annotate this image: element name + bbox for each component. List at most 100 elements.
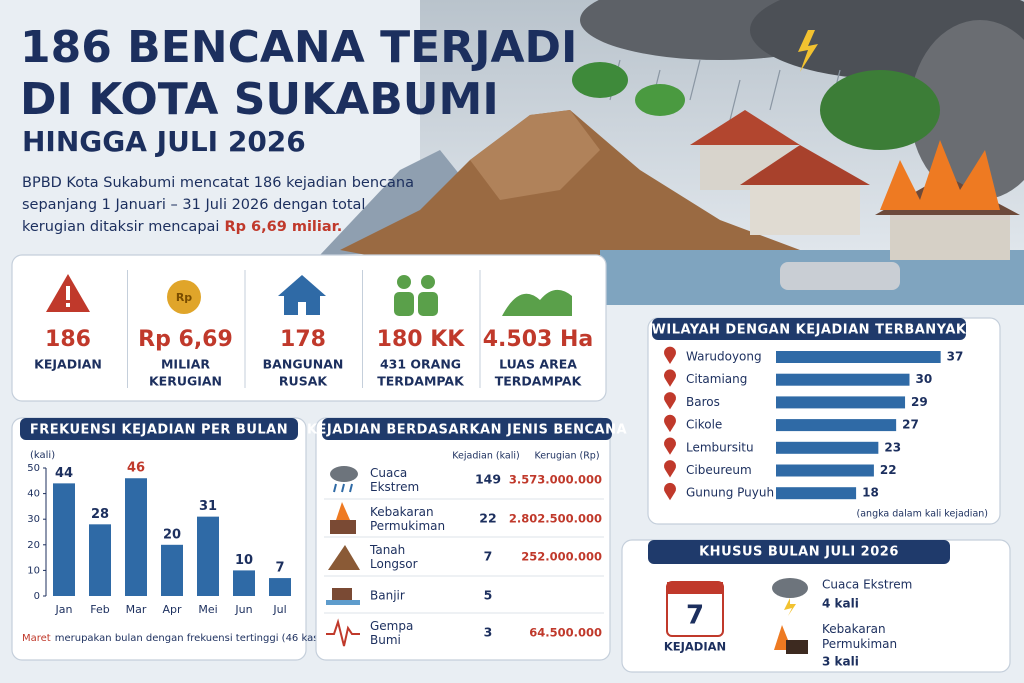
pin — [664, 460, 677, 478]
y-tick-label: 50 — [27, 463, 40, 474]
value-label: 46 — [127, 461, 145, 476]
subtitle: HINGGA JULI 2026 — [22, 125, 306, 158]
category-label: Baros — [686, 395, 720, 409]
bar — [776, 351, 941, 363]
pin — [664, 414, 677, 433]
intro-line: sepanjang 1 Januari – 31 Juli 2026 denga… — [22, 197, 365, 213]
july-item-count: 3 kali — [822, 655, 859, 669]
stat-label: MILIAR — [161, 357, 210, 372]
intro-text: kerugian ditaksir mencapai — [22, 219, 219, 235]
header-pill — [20, 418, 298, 440]
stat-label: LUAS AREA — [499, 357, 577, 372]
chart-title: FREKUENSI KEJADIAN PER BULAN — [30, 423, 288, 438]
value-label: 7 — [275, 561, 284, 576]
stat-value: 178 — [280, 327, 326, 352]
intro-highlight: Rp 6,69 miliar. — [224, 219, 342, 235]
note-text: merupakan bulan dengan frekuensi terting… — [55, 633, 334, 644]
stat-label: 431 ORANG — [380, 357, 461, 372]
pin — [664, 369, 677, 387]
x-tick-label: Apr — [162, 603, 182, 616]
header-pill — [652, 318, 966, 340]
row-count: 22 — [479, 511, 496, 526]
bar — [776, 396, 906, 409]
july-count-label: KEJADIAN — [664, 640, 726, 654]
value-label: 31 — [199, 499, 217, 514]
y-axis-label: (kali) — [30, 450, 55, 461]
bar — [161, 544, 183, 596]
row-name: Kebakaran Permukiman — [370, 505, 445, 533]
value-label: 20 — [163, 527, 181, 542]
stat-label: KERUGIAN — [149, 374, 222, 389]
column-header: Kerugian (Rp) — [534, 451, 599, 462]
y-tick-label: 40 — [27, 489, 40, 500]
value-label: 37 — [947, 350, 964, 364]
stat-label: KEJADIAN — [34, 357, 102, 372]
stat-label: TERDAMPAK — [495, 374, 583, 389]
bar — [197, 516, 219, 596]
stats-card — [11, 254, 607, 402]
july-item: Kebakaran Permukiman — [822, 622, 897, 651]
x-tick-label: Jan — [55, 603, 73, 616]
value-label: 28 — [91, 507, 109, 522]
x-tick-label: Jul — [272, 603, 286, 616]
category-label: Cibeureum — [686, 463, 752, 477]
value-label: 44 — [55, 466, 73, 481]
x-tick-label: Feb — [90, 603, 109, 616]
row-name: Banjir — [370, 589, 405, 603]
calendar-top — [667, 582, 723, 594]
column-header: Kejadian (kali) — [452, 451, 519, 462]
y-tick-label: 10 — [27, 565, 40, 576]
value-label: 10 — [235, 553, 253, 568]
value-label: 30 — [916, 372, 933, 386]
value-label: 23 — [884, 440, 901, 454]
bar — [776, 441, 879, 454]
value-label: 18 — [862, 486, 879, 500]
pin — [664, 346, 677, 364]
stat-label: TERDAMPAK — [377, 374, 465, 389]
stat-label: BANGUNAN — [263, 357, 344, 372]
x-tick-label: Jun — [234, 603, 252, 616]
bar — [776, 419, 897, 432]
svg-text:Rp: Rp — [176, 291, 192, 304]
stat-value: Rp 6,69 — [138, 327, 233, 352]
row-count: 7 — [484, 549, 493, 564]
row-count: 149 — [475, 472, 501, 487]
bar — [53, 483, 75, 596]
category-label: Warudoyong — [686, 350, 762, 364]
july-count: 7 — [686, 601, 704, 631]
value-label: 29 — [911, 395, 928, 409]
bar — [89, 524, 111, 596]
value-label: 22 — [880, 463, 897, 477]
category-label: Gunung Puyuh — [686, 486, 774, 500]
row-name: Gempa Bumi — [370, 619, 413, 647]
july-icons — [772, 578, 808, 654]
row-name: Tanah Longsor — [369, 543, 418, 571]
x-tick-label: Mei — [198, 603, 217, 616]
row-loss: 64.500.000 — [529, 626, 602, 640]
bar — [269, 578, 291, 596]
chart-note: (angka dalam kali kejadian) — [857, 509, 988, 520]
bar — [776, 464, 874, 477]
pin — [664, 392, 677, 410]
category-label: Lembursitu — [686, 440, 754, 454]
illustration — [320, 0, 1024, 310]
stat-value: 4.503 Ha — [483, 327, 594, 352]
july-item-count: 4 kali — [822, 597, 859, 611]
value-label: 27 — [902, 418, 919, 432]
stat-label: RUSAK — [279, 374, 328, 389]
y-tick-label: 20 — [27, 540, 40, 551]
header-pill — [648, 540, 950, 564]
y-tick-label: 30 — [27, 514, 40, 525]
intro-line: kerugian ditaksir mencapai Rp 6,69 miliar… — [22, 219, 342, 235]
title-line: 186 BENCANA TERJADI — [20, 22, 577, 73]
bar — [125, 478, 147, 596]
table-title: KEJADIAN BERDASARKAN JENIS BENCANA — [307, 423, 627, 438]
row-name: Cuaca Ekstrem — [370, 466, 419, 494]
chart-note: Maret merupakan bulan dengan frekuensi te… — [22, 633, 334, 644]
pin — [664, 437, 677, 455]
stat-value: 186 — [45, 327, 91, 352]
chart-title: WILAYAH DENGAN KEJADIAN TERBANYAK — [652, 323, 967, 338]
y-tick-label: 0 — [34, 591, 40, 602]
x-tick-label: Mar — [126, 603, 147, 616]
